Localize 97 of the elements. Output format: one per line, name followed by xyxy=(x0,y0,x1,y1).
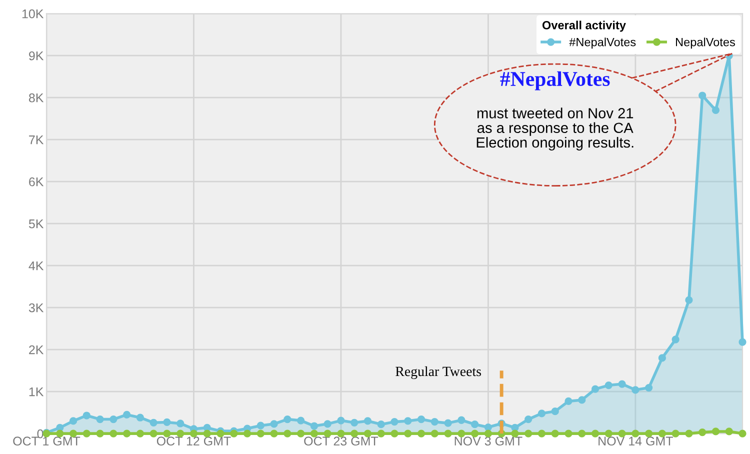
x-tick-label: NOV 14 GMT xyxy=(598,436,673,446)
point xyxy=(578,430,586,438)
point xyxy=(712,428,720,436)
point xyxy=(524,430,532,438)
point xyxy=(377,420,385,428)
point xyxy=(685,430,693,438)
ref-line-label: Regular Tweets xyxy=(396,366,481,379)
point xyxy=(390,418,398,426)
point xyxy=(256,422,264,430)
point xyxy=(122,410,131,418)
point xyxy=(176,420,184,428)
point xyxy=(470,420,479,428)
y-tick-label: 4K xyxy=(28,262,44,270)
legend-label: #NepalVotes xyxy=(569,38,636,49)
y-tick-label: 10K xyxy=(22,9,44,18)
point xyxy=(176,430,184,438)
point xyxy=(444,419,452,427)
point xyxy=(538,410,546,418)
point xyxy=(122,430,131,438)
point xyxy=(337,416,345,424)
point xyxy=(644,384,653,392)
point xyxy=(96,415,104,424)
point xyxy=(698,92,706,100)
point xyxy=(270,420,278,428)
annotation: must tweeted on Nov 21 as a response to the CA Election ongoing results. xyxy=(476,108,634,151)
y-tick-label: 0 xyxy=(37,429,44,438)
point xyxy=(551,430,559,438)
point xyxy=(390,430,398,438)
point xyxy=(350,418,358,426)
point xyxy=(110,415,118,424)
y-tick-label: 2K xyxy=(29,345,44,354)
y-tick-label: 9K xyxy=(29,51,44,60)
point xyxy=(604,381,612,390)
point xyxy=(163,418,171,426)
point xyxy=(578,396,586,404)
point xyxy=(564,397,572,406)
point xyxy=(256,430,264,438)
point xyxy=(538,430,546,438)
point xyxy=(377,430,385,438)
x-tick-label: OCT 23 GMT xyxy=(304,436,378,446)
point xyxy=(712,106,720,114)
y-tick-label: 5K xyxy=(28,220,44,228)
point xyxy=(284,430,292,438)
point xyxy=(738,430,746,438)
point xyxy=(310,422,318,430)
legend-title: Overall activity xyxy=(542,20,626,32)
annotation: #NepalVotes xyxy=(500,71,610,90)
point xyxy=(524,415,532,424)
point xyxy=(591,385,600,393)
x-tick-label: OCT 12 GMT xyxy=(156,436,231,446)
point xyxy=(658,354,666,362)
point xyxy=(296,430,305,438)
point xyxy=(324,420,332,428)
y-tick-label: 3K xyxy=(28,303,44,312)
point xyxy=(404,417,412,425)
point xyxy=(564,430,572,438)
point xyxy=(738,338,746,346)
point xyxy=(270,430,278,438)
y-tick-label: 7K xyxy=(29,136,44,144)
point xyxy=(284,415,292,424)
point xyxy=(484,430,492,438)
point xyxy=(56,424,64,432)
point xyxy=(484,423,492,432)
point xyxy=(698,428,706,436)
point xyxy=(230,430,238,438)
point xyxy=(150,430,158,438)
point xyxy=(82,412,90,420)
point xyxy=(458,416,466,424)
point xyxy=(110,430,118,438)
point xyxy=(417,430,426,438)
point xyxy=(136,414,144,422)
point xyxy=(672,336,680,344)
point xyxy=(444,430,452,438)
point xyxy=(150,418,158,426)
y-tick-label: 8K xyxy=(28,93,44,102)
point xyxy=(591,430,600,438)
point xyxy=(296,416,305,424)
point xyxy=(632,386,640,394)
y-tick-label: 6K xyxy=(29,177,44,186)
point xyxy=(672,430,680,438)
y-tick-label: 1K xyxy=(29,388,44,396)
point xyxy=(417,415,426,424)
x-tick-label: NOV 3 GMT xyxy=(454,436,522,446)
point xyxy=(136,430,144,438)
point xyxy=(430,430,438,438)
point xyxy=(685,296,693,304)
point xyxy=(69,417,78,425)
legend-label: NepalVotes xyxy=(676,38,735,49)
point xyxy=(430,418,438,426)
point xyxy=(618,380,626,388)
point xyxy=(551,407,559,416)
point xyxy=(364,417,372,425)
point xyxy=(96,430,104,438)
point xyxy=(404,430,412,438)
point xyxy=(725,428,733,436)
point xyxy=(82,430,90,438)
point xyxy=(243,430,252,438)
